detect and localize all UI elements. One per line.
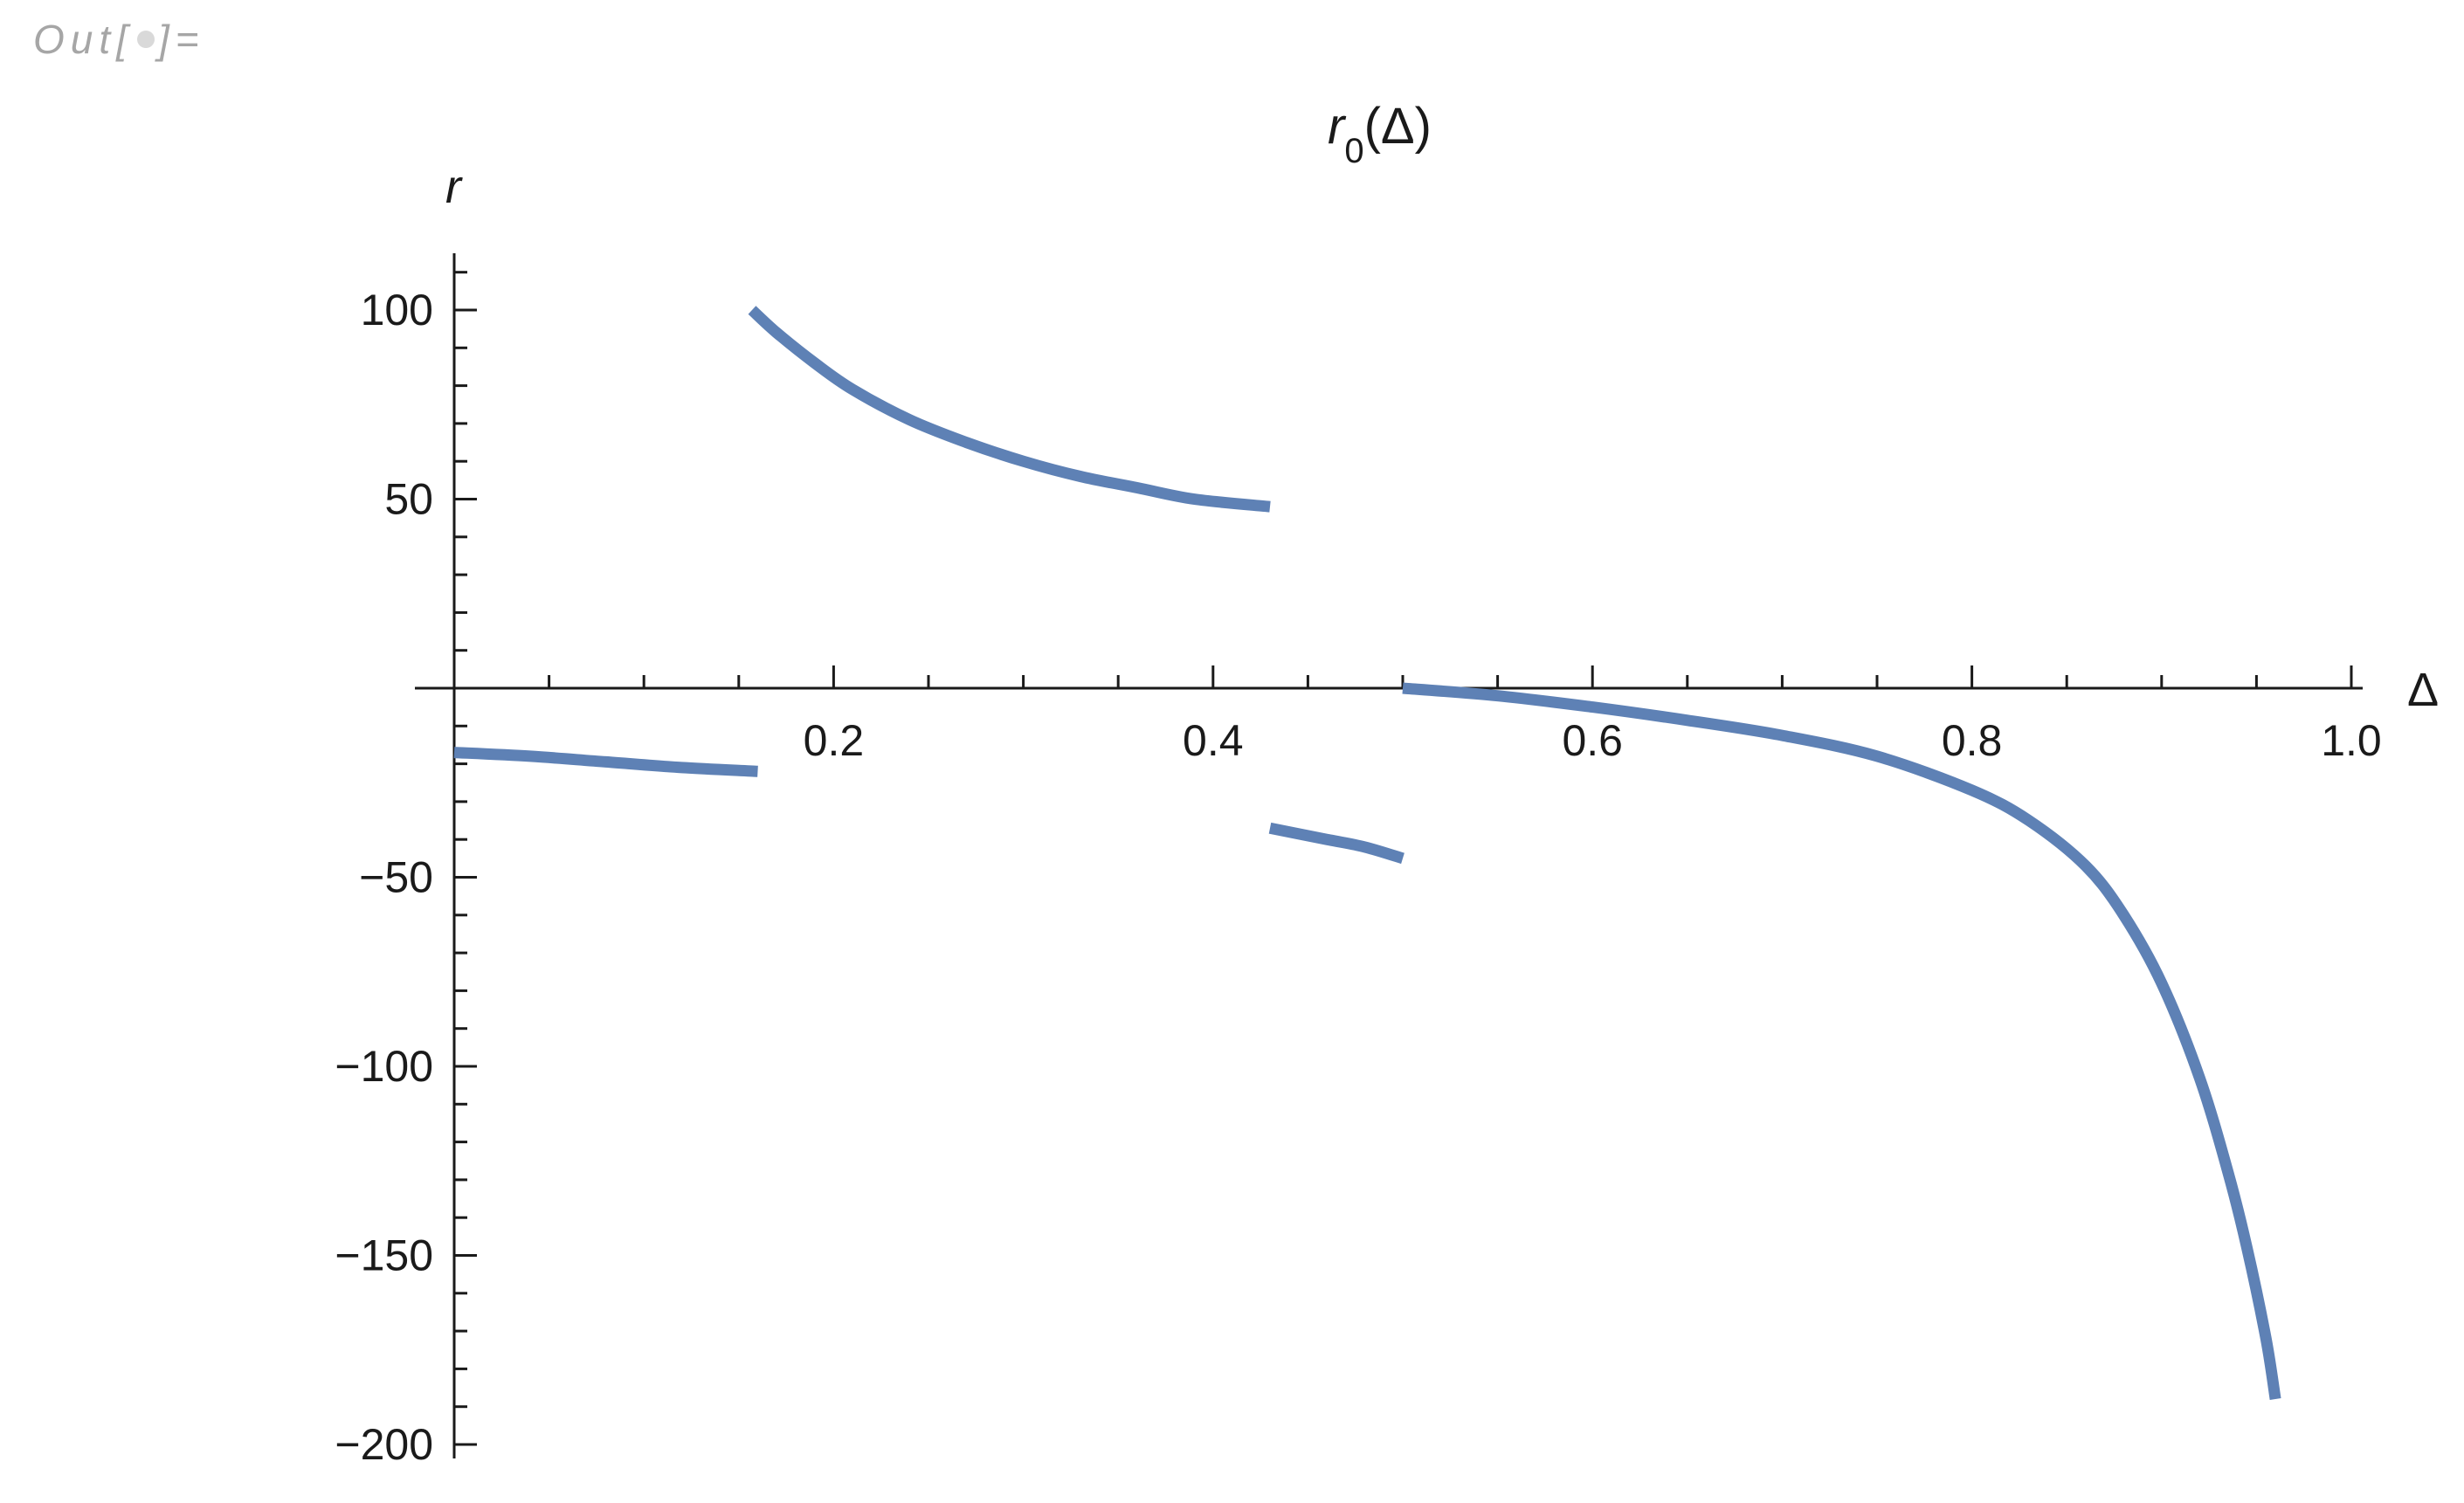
y-axis-label: r <box>445 161 463 213</box>
series-line-2 <box>748 306 1271 513</box>
x-tick-label: 0.2 <box>804 716 865 765</box>
y-tick-label: 100 <box>361 286 433 334</box>
x-tick-label: 1.0 <box>2321 716 2382 765</box>
y-tick-label: −150 <box>335 1231 433 1280</box>
y-tick-label: −50 <box>359 853 433 902</box>
x-tick-label: 0.6 <box>1562 716 1623 765</box>
y-tick-label: −200 <box>335 1420 433 1469</box>
y-tick-label: 50 <box>384 475 433 524</box>
ticks-group: 0.2 0.4 0.6 0.8 1.0 100 50 −50 −100 −150 −200 <box>335 271 2382 1469</box>
y-tick-label: −100 <box>335 1042 433 1091</box>
series-group <box>453 306 2281 1401</box>
chart-title-arg: (Δ) <box>1364 98 1432 155</box>
output-label-prefix: Out[ <box>33 17 134 62</box>
series-line-4 <box>1402 682 2281 1401</box>
output-label-suffix: ]= <box>157 17 205 62</box>
output-cell-label: Out[ ]= <box>33 16 205 63</box>
x-tick-label: 0.4 <box>1183 716 1244 765</box>
chart-title: r0(Δ) <box>1328 98 1432 170</box>
chart-title-subscript: 0 <box>1344 132 1363 170</box>
cell-status-dot-icon <box>136 30 155 48</box>
x-axis-label: Δ <box>2407 664 2439 716</box>
series-line-3 <box>1268 822 1405 865</box>
chart-title-base: r <box>1328 98 1347 155</box>
x-tick-label: 0.8 <box>1942 716 2003 765</box>
series-line-1 <box>453 747 758 777</box>
